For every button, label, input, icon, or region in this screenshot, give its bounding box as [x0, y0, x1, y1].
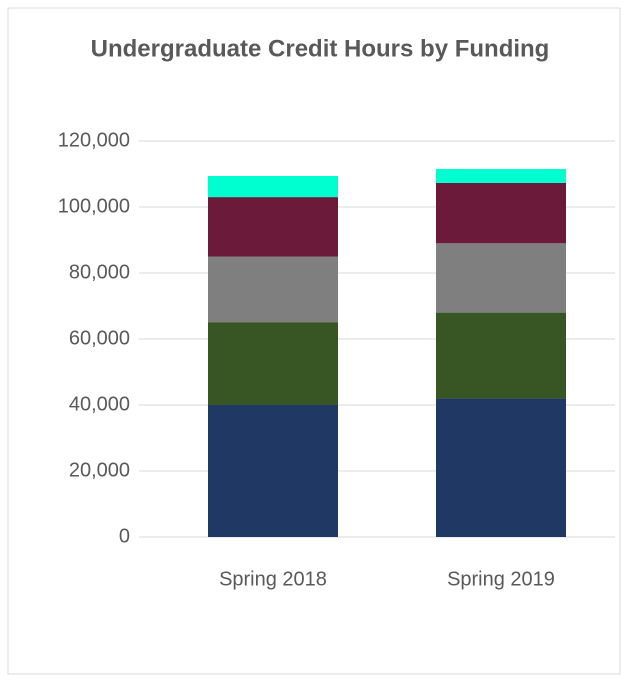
y-tick-label: 40,000 [69, 393, 130, 415]
y-tick-label: 100,000 [58, 195, 130, 217]
bar-segment [208, 176, 338, 197]
y-tick-label: 0 [119, 525, 130, 547]
bar-segment [436, 313, 566, 399]
bar-segment [208, 257, 338, 323]
y-tick-label: 60,000 [69, 327, 130, 349]
x-tick-label: Spring 2019 [447, 568, 555, 590]
bar-segment [208, 197, 338, 256]
chart: Undergraduate Credit Hours by Funding 0 2… [0, 0, 628, 682]
bar-segment [208, 405, 338, 537]
chart-title: Undergraduate Credit Hours by Funding [91, 35, 550, 62]
bar-segment [436, 183, 566, 243]
y-tick-label: 20,000 [69, 459, 130, 481]
bar-segment [436, 398, 566, 537]
bar-segment [436, 169, 566, 183]
bar-segment [208, 323, 338, 406]
bar-segment [436, 243, 566, 312]
x-tick-label: Spring 2018 [219, 568, 327, 590]
y-tick-label: 120,000 [58, 129, 130, 151]
y-tick-label: 80,000 [69, 261, 130, 283]
